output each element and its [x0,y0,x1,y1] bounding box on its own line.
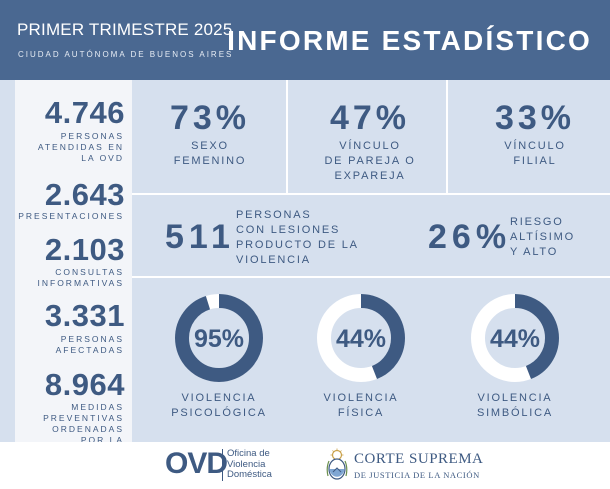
ovd-logo: OVD [165,447,228,480]
stat-female-label: SEXO FEMENINO [173,140,247,167]
stat-consultations: 2.103 [44,232,125,267]
stat-presentations: 2.643 [44,177,125,212]
divider [132,193,610,195]
report-location: CIUDAD AUTÓNOMA DE BUENOS AIRES [18,50,234,59]
donut-value: 95% [194,325,244,353]
stat-partner-pct: 47% [329,99,411,137]
ovd-name: Oficina de Violencia Doméstica [227,448,272,480]
report-title: INFORME ESTADÍSTICO [227,25,592,56]
stat-affected-people: 3.331 [44,298,125,333]
stat-people-attended-label: PERSONAS ATENDIDAS EN LA OVD [37,131,124,163]
stat-filial-label: VÍNCULO FILIAL [504,140,566,167]
donut-value: 44% [490,325,540,353]
donut-psychological-label: VIOLENCIA PSICOLÓGICA [171,392,267,419]
donut-arc [175,294,263,382]
donut-physical: 44% [317,294,405,382]
divider [132,276,610,278]
stat-affected-people-label: PERSONAS AFECTADAS [55,334,124,355]
stat-injuries-value: 511 [165,218,235,256]
donut-physical-label: VIOLENCIA FÍSICA [323,392,399,419]
court-emblem-icon [326,448,348,480]
stat-presentations-label: PRESENTACIONES [18,211,124,221]
donut-arc [317,294,405,382]
divider [446,80,448,193]
donut-symbolic: 44% [471,294,559,382]
logo-divider [222,449,223,481]
stat-consultations-label: CONSULTAS INFORMATIVAS [37,267,124,288]
stat-injuries-label: PERSONAS CON LESIONES PRODUCTO DE LA VIO… [236,209,359,266]
stat-partner-label: VÍNCULO DE PAREJA O EXPAREJA [324,140,416,182]
court-subtitle: DE JUSTICIA DE LA NACIÓN [354,470,480,480]
footer [0,442,610,489]
stat-filial-pct: 33% [494,99,576,137]
stat-risk-value: 26% [428,218,512,256]
header-banner [0,0,610,80]
stat-female-pct: 73% [169,99,251,137]
sidebar-panel [15,80,132,465]
stat-people-attended: 4.746 [44,95,125,130]
stat-risk-label: RIESGO ALTÍSIMO Y ALTO [510,216,575,258]
donut-psychological: 95% [175,294,263,382]
stat-preventive-measures: 8.964 [44,367,125,402]
donut-arc [471,294,559,382]
divider [286,80,288,193]
court-name: CORTE SUPREMA [354,451,484,467]
report-period: PRIMER TRIMESTRE 2025 [17,20,233,39]
donut-value: 44% [336,325,386,353]
donut-symbolic-label: VIOLENCIA SIMBÓLICA [476,392,554,419]
